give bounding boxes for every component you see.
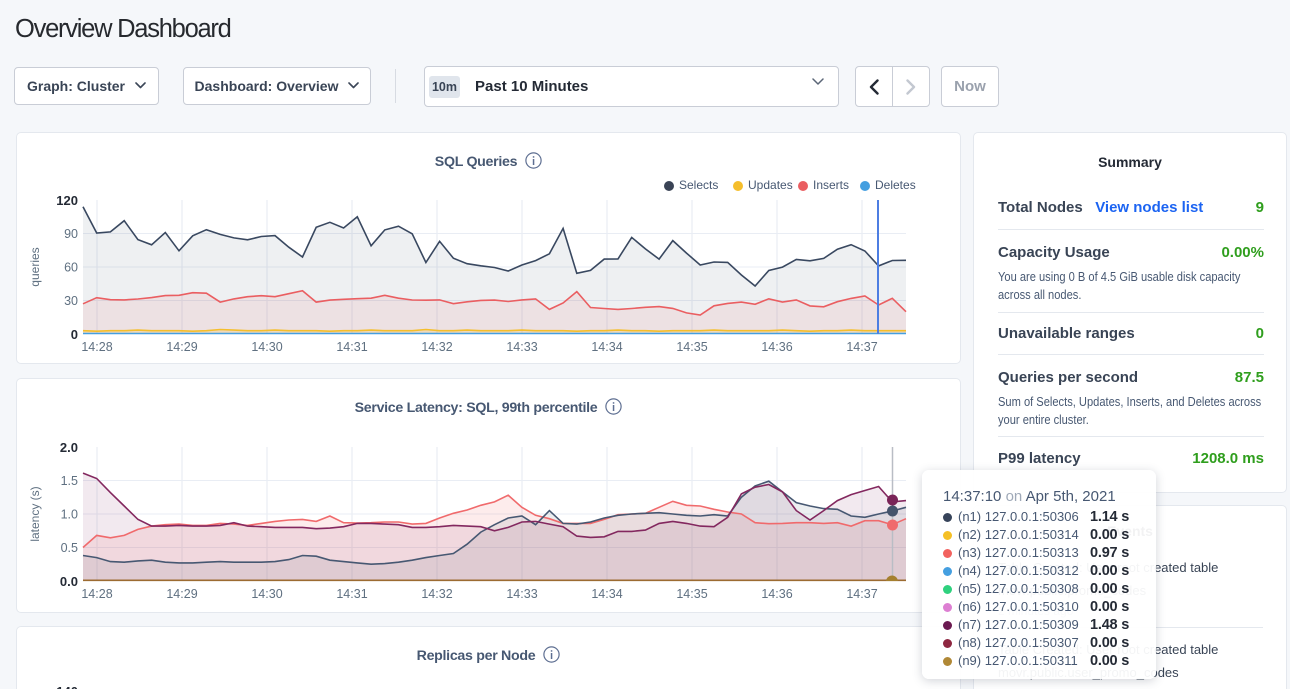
svg-text:14:33: 14:33 — [506, 587, 537, 601]
svg-text:14:33: 14:33 — [506, 340, 537, 354]
svg-text:14:30: 14:30 — [251, 340, 282, 354]
svg-text:0: 0 — [71, 327, 78, 342]
svg-text:120: 120 — [56, 193, 78, 208]
svg-text:14:36: 14:36 — [761, 340, 792, 354]
svg-text:14:34: 14:34 — [591, 587, 622, 601]
svg-text:14:31: 14:31 — [336, 340, 367, 354]
svg-text:14:32: 14:32 — [421, 587, 452, 601]
svg-text:14:31: 14:31 — [336, 587, 367, 601]
svg-text:14:37: 14:37 — [846, 587, 877, 601]
svg-text:14:30: 14:30 — [251, 587, 282, 601]
svg-text:30: 30 — [64, 294, 78, 308]
svg-text:1.0: 1.0 — [61, 508, 78, 522]
svg-text:14:37: 14:37 — [846, 340, 877, 354]
svg-text:14:34: 14:34 — [591, 340, 622, 354]
svg-text:14:35: 14:35 — [676, 340, 707, 354]
svg-text:0.5: 0.5 — [61, 541, 78, 555]
svg-text:0.0: 0.0 — [60, 574, 78, 589]
svg-text:14:28: 14:28 — [81, 340, 112, 354]
svg-text:queries: queries — [28, 247, 42, 286]
svg-text:14:29: 14:29 — [166, 340, 197, 354]
svg-text:14:29: 14:29 — [166, 587, 197, 601]
svg-text:140: 140 — [56, 684, 78, 689]
svg-text:14:28: 14:28 — [81, 587, 112, 601]
svg-text:60: 60 — [64, 261, 78, 275]
svg-text:14:32: 14:32 — [421, 340, 452, 354]
svg-text:2.0: 2.0 — [60, 440, 78, 455]
svg-text:14:36: 14:36 — [761, 587, 792, 601]
svg-text:latency (s): latency (s) — [28, 486, 42, 541]
svg-text:90: 90 — [64, 227, 78, 241]
svg-text:1.5: 1.5 — [61, 474, 78, 488]
svg-text:14:35: 14:35 — [676, 587, 707, 601]
